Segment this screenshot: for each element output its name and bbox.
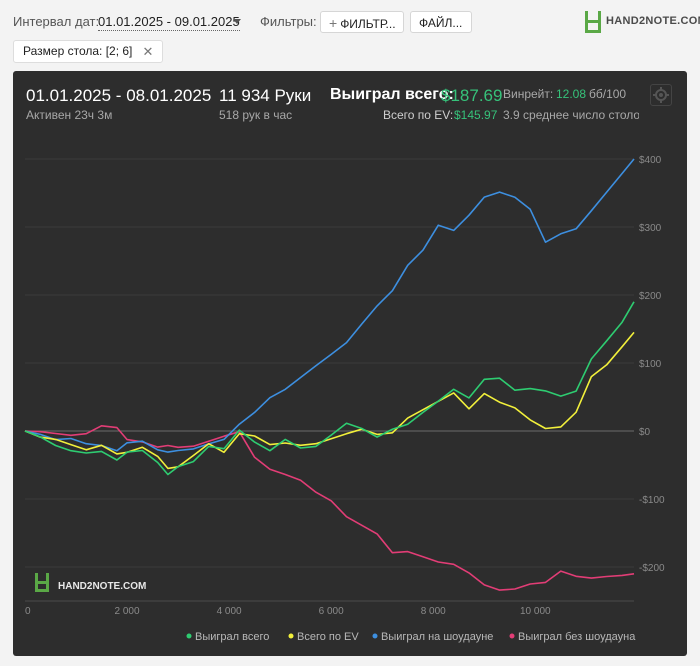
legend-marker — [372, 633, 378, 639]
close-icon[interactable]: ✕ — [142, 44, 154, 59]
graph-panel: 01.01.2025 - 08.01.2025 Активен 23ч 3м 1… — [13, 71, 687, 656]
watermark-logo-bar — [35, 581, 49, 584]
settings-button[interactable] — [650, 84, 672, 106]
y-tick-label: $100 — [639, 359, 662, 370]
watermark-logo-bar — [35, 589, 49, 592]
x-tick-label: 0 — [25, 606, 31, 617]
logo-text: HAND2NOTE.COM — [606, 15, 700, 27]
series-line — [24, 301, 635, 476]
x-tick-label: 6 000 — [319, 606, 344, 617]
file-button-label: ФАЙЛ... — [419, 16, 463, 30]
summary-active: Активен 23ч 3м — [26, 108, 113, 122]
summary-hands: 11 934 Руки — [219, 86, 312, 105]
series-line — [24, 331, 635, 470]
y-tick-label: $300 — [639, 223, 662, 234]
y-tick-label: -$100 — [639, 495, 665, 506]
summary-winrate-unit: бб/100 — [589, 87, 627, 101]
filter-tag[interactable]: Размер стола: [2; 6] ✕ — [13, 40, 164, 63]
legend-label: Выиграл всего — [195, 631, 269, 643]
legend-label: Выиграл без шоудауна — [518, 631, 636, 643]
watermark-logo — [35, 573, 49, 592]
y-tick-label: $0 — [639, 427, 651, 438]
summary-ev-label: Всего по EV: — [383, 108, 454, 122]
summary-range: 01.01.2025 - 08.01.2025 — [26, 86, 212, 105]
gear-icon[interactable] — [651, 85, 671, 105]
x-tick-label: 2 000 — [115, 606, 140, 617]
y-tick-label: $200 — [639, 291, 662, 302]
summary-won-value: $187.69 — [441, 86, 503, 105]
filter-tag-label: Размер стола: [2; 6] — [23, 44, 133, 58]
x-tick-label: 4 000 — [217, 606, 242, 617]
date-range-select[interactable]: 01.01.2025 - 09.01.2025 — [98, 14, 240, 31]
y-tick-label: $400 — [639, 155, 662, 166]
plus-icon: + — [329, 15, 338, 31]
add-filter-button[interactable]: + ФИЛЬТР... — [320, 11, 404, 33]
x-tick-label: 10 000 — [520, 606, 551, 617]
series-line — [24, 158, 635, 453]
summary-won-label: Выиграл всего: — [330, 86, 454, 103]
hand2note-logo-icon — [585, 11, 601, 33]
y-tick-label: -$200 — [639, 563, 665, 574]
date-range-label: Интервал дат: — [13, 14, 100, 29]
summary-winrate-label: Винрейт: — [503, 87, 554, 101]
legend-marker — [186, 633, 192, 639]
series-line — [24, 425, 635, 591]
profit-graph: $400 $300 $200 $100 $0 -$100 -$200 0 2 000 4 000 6… — [24, 155, 665, 643]
filter-bar: Интервал дат: 01.01.2025 - 09.01.2025 Фи… — [0, 0, 700, 40]
summary-tables: 3.9 среднее число столов — [503, 108, 639, 122]
legend-label: Всего по EV — [297, 631, 359, 643]
file-button[interactable]: ФАЙЛ... — [410, 11, 472, 33]
legend-marker — [288, 633, 294, 639]
summary-winrate-value: 12.08 — [556, 87, 587, 101]
chevron-down-icon[interactable] — [233, 19, 241, 24]
watermark-text: HAND2NOTE.COM — [58, 581, 146, 592]
legend-label: Выиграл на шоудауне — [381, 631, 493, 643]
legend-marker — [509, 633, 515, 639]
summary-hands-per-hour: 518 рук в час — [219, 108, 293, 122]
add-filter-label: ФИЛЬТР... — [340, 17, 396, 31]
filters-label: Фильтры: — [260, 14, 317, 29]
summary-ev-value: $145.97 — [454, 108, 498, 122]
x-tick-label: 8 000 — [421, 606, 446, 617]
